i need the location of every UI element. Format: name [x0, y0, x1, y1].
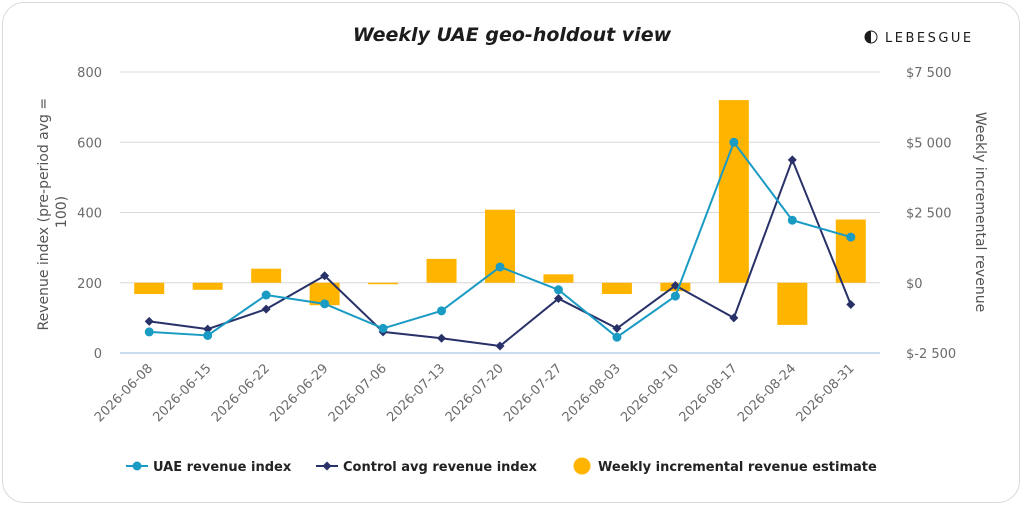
- y-left-axis-label-line-2: 100): [54, 196, 70, 228]
- x-tick-label: 2026-08-31: [794, 361, 858, 425]
- uae-series-point: [378, 323, 388, 333]
- incremental-bar: [718, 100, 749, 283]
- x-tick-label: 2026-06-15: [150, 361, 214, 425]
- legend-incremental-marker: [573, 457, 591, 475]
- y-left-tick-label: 600: [77, 136, 102, 151]
- y-left-tick-label: 200: [77, 277, 102, 292]
- uae-series-point: [553, 285, 563, 295]
- legend: UAE revenue index Control avg revenue in…: [126, 457, 877, 475]
- bar-series-incremental: [134, 100, 866, 325]
- incremental-bar: [192, 282, 223, 290]
- brand-logo: LEBESGUE: [864, 30, 974, 46]
- y-right-axis-label: Weekly incremental revenue: [972, 112, 988, 312]
- x-tick-label: 2026-08-17: [677, 361, 741, 425]
- incremental-bar: [777, 282, 808, 325]
- y-left-axis-label: Revenue index (pre-period avg = 100): [36, 93, 70, 330]
- uae-series-point: [846, 232, 856, 242]
- brand-name: LEBESGUE: [885, 31, 974, 46]
- legend-control-label: Control avg revenue index: [343, 460, 538, 475]
- incremental-bar: [835, 219, 866, 283]
- legend-item-uae: UAE revenue index: [126, 460, 292, 475]
- control-series-point: [729, 313, 739, 323]
- legend-item-control: Control avg revenue index: [316, 460, 538, 475]
- x-tick-label: 2026-06-29: [267, 361, 331, 425]
- legend-incremental-label: Weekly incremental revenue estimate: [598, 460, 877, 475]
- uae-series-point: [495, 262, 505, 272]
- control-series-point: [787, 155, 797, 165]
- control-series-point: [495, 341, 505, 351]
- incremental-bar: [309, 282, 340, 306]
- incremental-bar: [426, 258, 457, 283]
- axes: 0 200 400 600 800 $-2 500 $0 $2 500 $5 000 $7 500…: [77, 66, 956, 425]
- brand-logo-icon-half: [871, 31, 877, 43]
- uae-series-point: [320, 299, 330, 309]
- x-tick-label: 2026-06-22: [209, 361, 273, 425]
- uae-series-point: [203, 330, 213, 340]
- control-series-point: [553, 294, 563, 304]
- control-series-point: [261, 304, 271, 314]
- control-series-point: [846, 300, 856, 310]
- uae-series-point: [729, 137, 739, 147]
- uae-series-point: [612, 332, 622, 342]
- x-tick-label: 2026-07-06: [326, 361, 390, 425]
- legend-uae-label: UAE revenue index: [153, 460, 292, 475]
- y-left-axis-label-line-1: Revenue index (pre-period avg =: [36, 98, 52, 331]
- y-right-tick-label: $2 500: [906, 207, 952, 222]
- x-tick-label: 2026-08-03: [560, 361, 624, 425]
- uae-series-point: [437, 306, 447, 316]
- legend-uae-marker: [132, 461, 142, 471]
- x-tick-label: 2026-07-20: [443, 361, 507, 425]
- x-tick-label: 2026-06-08: [92, 361, 156, 425]
- control-series-point: [203, 324, 213, 334]
- x-tick-label: 2026-07-13: [384, 361, 448, 425]
- uae-series-point: [787, 215, 797, 225]
- uae-series-point: [144, 327, 154, 337]
- line-series: [144, 137, 856, 351]
- x-tick-label: 2026-07-27: [501, 361, 565, 425]
- gridlines: [120, 71, 880, 354]
- incremental-bar: [368, 282, 399, 285]
- chart-title: Weekly UAE geo-holdout view: [353, 24, 672, 46]
- y-right-tick-label: $0: [906, 277, 923, 292]
- legend-item-incremental: Weekly incremental revenue estimate: [573, 457, 877, 475]
- x-tick-label: 2026-08-10: [618, 361, 682, 425]
- control-series-point: [320, 271, 330, 281]
- uae-series-point: [670, 291, 680, 301]
- y-right-tick-label: $7 500: [906, 66, 952, 81]
- y-right-tick-label: $-2 500: [906, 347, 956, 362]
- y-left-tick-label: 0: [94, 347, 102, 362]
- x-tick-label: 2026-08-24: [735, 361, 799, 425]
- incremental-bar: [134, 282, 165, 294]
- uae-series-point: [261, 290, 271, 300]
- incremental-bar: [601, 282, 632, 294]
- legend-control-marker: [322, 461, 332, 471]
- y-right-tick-label: $5 000: [906, 136, 952, 151]
- control-series-point: [437, 333, 447, 343]
- control-series-point: [612, 323, 622, 333]
- incremental-bar: [543, 274, 574, 283]
- control-series-point: [144, 316, 154, 326]
- y-left-tick-label: 800: [77, 66, 102, 81]
- y-left-tick-label: 400: [77, 207, 102, 222]
- incremental-bar: [251, 268, 282, 283]
